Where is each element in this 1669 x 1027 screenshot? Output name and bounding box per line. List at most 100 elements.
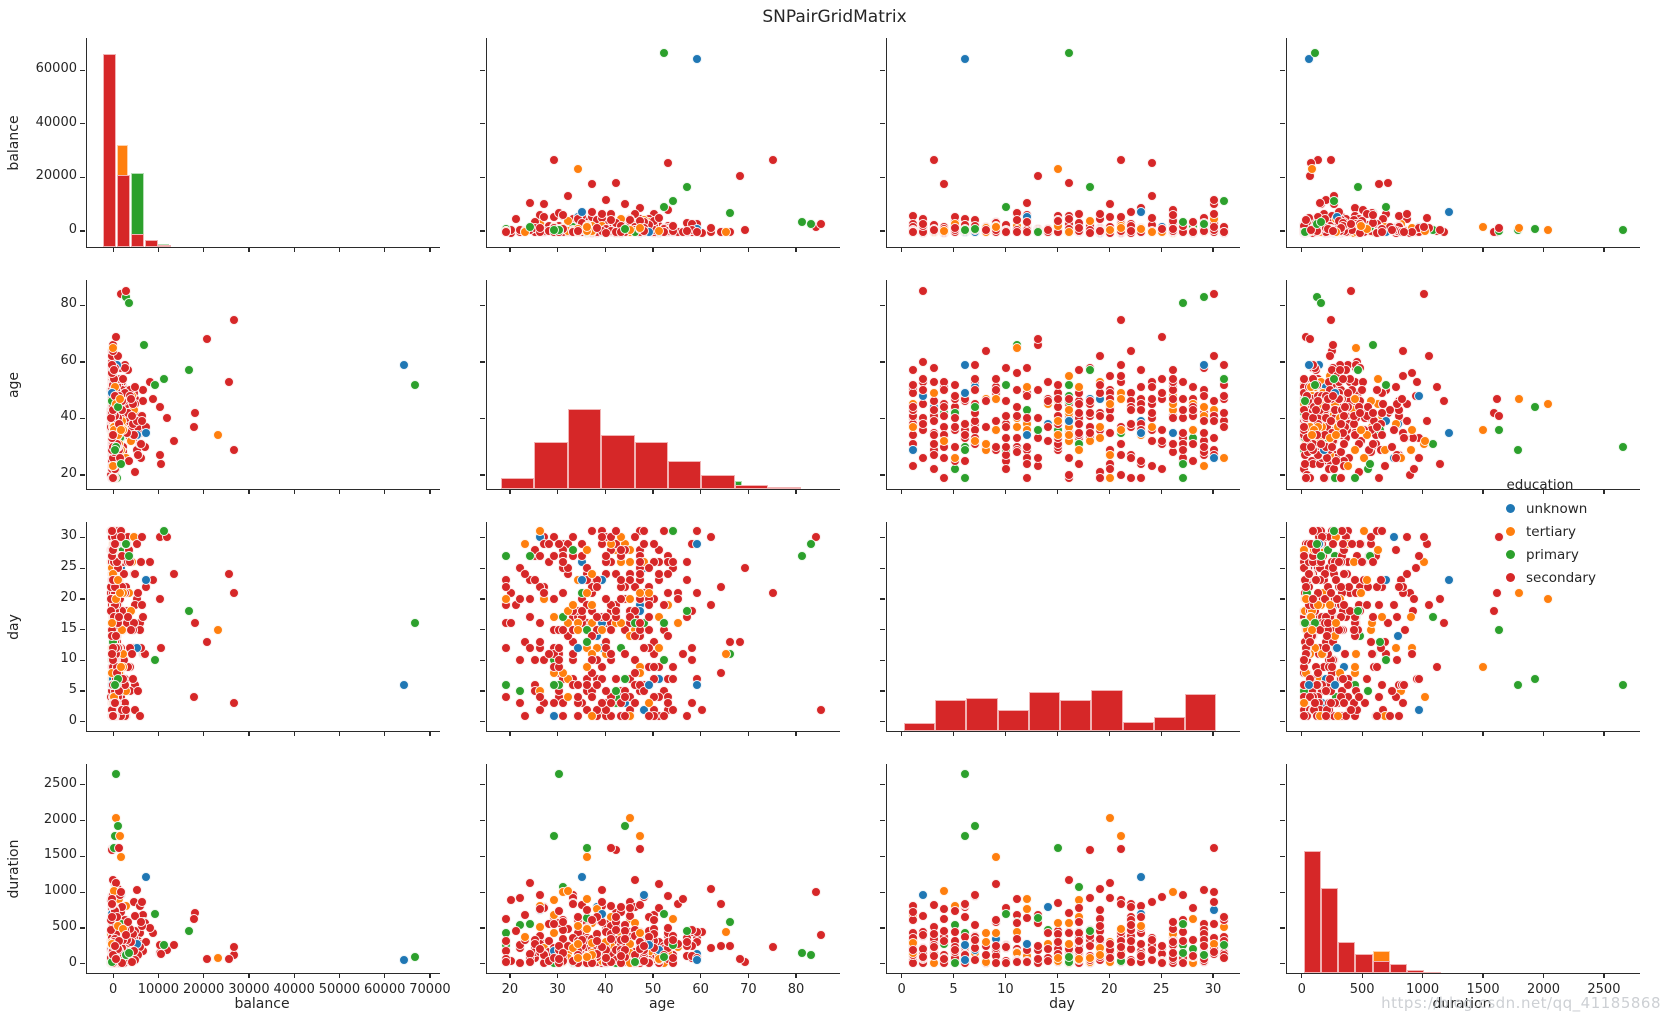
y-tick-mark [80,361,85,363]
data-point-secondary [1198,416,1209,427]
data-point-secondary [1053,215,1064,226]
y-tick-mark [80,690,85,692]
data-point-secondary [1319,472,1329,483]
data-point-tertiary [1063,227,1074,238]
data-point-secondary [949,222,960,233]
data-point-tertiary [991,393,1001,404]
data-point-tertiary [720,649,731,660]
data-point-primary [806,538,817,549]
data-point-secondary [1074,427,1085,438]
data-point-secondary [1492,587,1502,598]
data-point-tertiary [1477,222,1488,233]
data-point-secondary [126,624,137,635]
data-point-primary [410,951,421,962]
data-point-secondary [1042,436,1053,446]
data-point-secondary [629,698,640,709]
data-point-secondary [544,538,554,549]
y-tick-mark [880,536,885,539]
data-point-secondary [1377,679,1388,690]
data-point-unknown [644,679,655,690]
data-point-secondary [135,710,146,721]
data-point-secondary [534,692,545,703]
data-point-secondary [131,885,142,895]
data-point-primary [159,373,170,384]
data-point-tertiary [1011,421,1022,432]
data-point-secondary [634,557,645,567]
data-point-secondary [107,472,118,483]
data-point-unknown [959,388,970,398]
data-point-secondary [634,843,645,854]
data-point-tertiary [908,421,918,432]
data-point-secondary [928,154,939,165]
data-point-secondary [1394,710,1405,721]
cell-balance-age [486,38,840,248]
data-point-secondary [120,704,131,715]
data-point-primary [1512,679,1523,690]
data-point-tertiary [115,424,126,435]
data-point-secondary [567,532,578,543]
data-point-tertiary [115,661,126,672]
data-point-primary [1350,472,1361,483]
data-point-secondary [1432,661,1442,672]
data-point-secondary [596,209,607,220]
data-point-secondary [1386,686,1397,696]
data-point-secondary [1074,419,1085,429]
data-point-secondary [524,612,535,623]
data-point-secondary [1115,359,1126,370]
data-point-tertiary [1349,661,1360,672]
data-point-primary [1493,624,1504,635]
data-point-primary [725,208,736,218]
data-point-secondary [1105,212,1116,223]
data-point-tertiary [586,710,597,721]
data-point-secondary [1489,606,1500,617]
data-point-secondary [1401,569,1412,580]
data-point-secondary [949,421,960,432]
data-point-secondary [1325,587,1336,598]
data-point-tertiary [112,575,123,586]
data-point-unknown [1136,207,1147,218]
data-point-tertiary [1405,612,1416,623]
data-point-secondary [601,227,612,238]
data-point-tertiary [213,953,224,964]
data-point-secondary [1324,351,1335,362]
data-point-unknown [1444,207,1454,218]
data-point-secondary [524,593,535,604]
data-point-secondary [1401,416,1412,427]
data-point-tertiary [501,593,512,604]
data-point-secondary [1198,441,1209,452]
hist-bar-secondary [130,233,144,247]
data-point-secondary [1371,710,1382,721]
data-point-tertiary [625,557,636,567]
data-point-primary [1428,612,1439,623]
data-point-secondary [1188,226,1199,237]
data-point-primary [1364,458,1375,469]
data-point-primary [183,365,194,376]
data-point-tertiary [115,852,126,862]
data-point-secondary [1011,215,1022,226]
data-point-secondary [991,441,1001,452]
data-point-secondary [1209,433,1219,444]
y-tick-mark [80,784,85,786]
data-point-primary [1309,379,1320,390]
data-point-secondary [520,710,531,721]
data-point-tertiary [928,388,939,398]
y-tick-label: 20 [60,465,77,481]
data-point-primary [959,444,970,455]
y-tick-mark [480,69,485,71]
data-point-secondary [939,472,950,483]
data-point-primary [123,550,134,561]
data-point-tertiary [1306,624,1317,635]
data-point-secondary [980,345,991,356]
data-point-secondary [1367,438,1378,449]
data-point-secondary [1105,198,1116,209]
data-point-primary [410,618,421,629]
data-point-secondary [696,704,707,715]
y-tick-mark [480,304,485,307]
data-point-secondary [1094,379,1105,390]
data-point-tertiary [563,692,574,703]
cell-balance-balance [86,38,440,248]
x-tick-label: 40000 [273,982,315,997]
hist-bar-secondary [1185,694,1217,731]
data-point-tertiary [1011,342,1022,353]
data-point-secondary [138,612,148,623]
